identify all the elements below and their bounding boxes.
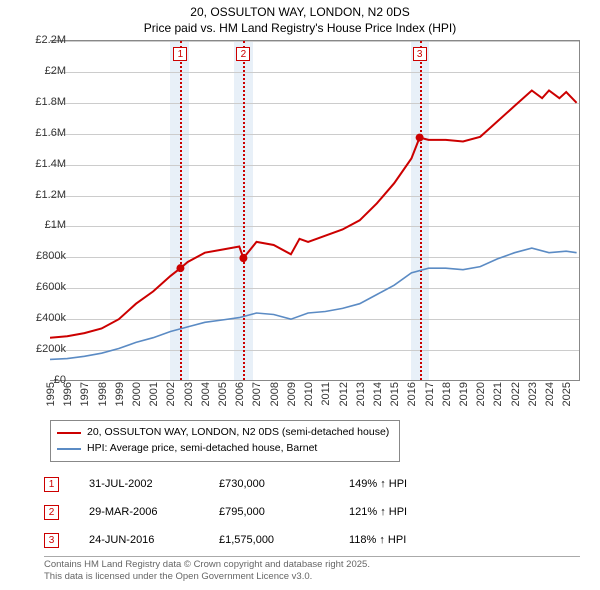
- transaction-date: 31-JUL-2002: [89, 478, 219, 490]
- transaction-row: 2 29-MAR-2006£795,000121% ↑ HPI: [44, 498, 459, 526]
- transaction-hpi: 149% ↑ HPI: [349, 478, 459, 490]
- title-line2: Price paid vs. HM Land Registry's House …: [0, 20, 600, 36]
- x-tick-label: 2017: [424, 382, 436, 406]
- x-tick-label: 2002: [165, 382, 177, 406]
- footer: Contains HM Land Registry data © Crown c…: [44, 556, 580, 583]
- footer-line2: This data is licensed under the Open Gov…: [44, 571, 580, 583]
- transaction-price: £795,000: [219, 506, 349, 518]
- x-tick-label: 2020: [475, 382, 487, 406]
- x-tick-label: 2015: [389, 382, 401, 406]
- y-tick-label: £800k: [36, 250, 66, 262]
- transactions-table: 1 31-JUL-2002£730,000149% ↑ HPI 2 29-MAR-20…: [44, 470, 459, 554]
- x-tick-label: 1995: [45, 382, 57, 406]
- x-tick-label: 2003: [183, 382, 195, 406]
- series-marker: [239, 254, 247, 262]
- series-marker: [416, 134, 424, 142]
- y-tick-label: £400k: [36, 312, 66, 324]
- y-tick-label: £600k: [36, 281, 66, 293]
- transaction-hpi: 118% ↑ HPI: [349, 534, 459, 546]
- x-tick-label: 2000: [131, 382, 143, 406]
- legend: 20, OSSULTON WAY, LONDON, N2 0DS (semi-d…: [50, 420, 400, 462]
- series-svg: [50, 41, 580, 381]
- x-tick-label: 2022: [510, 382, 522, 406]
- x-tick-label: 2007: [251, 382, 263, 406]
- transaction-row: 3 24-JUN-2016£1,575,000118% ↑ HPI: [44, 526, 459, 554]
- transaction-marker: 3: [44, 533, 59, 548]
- plot-area: 123: [50, 40, 580, 380]
- legend-label: 20, OSSULTON WAY, LONDON, N2 0DS (semi-d…: [87, 425, 389, 441]
- x-tick-label: 1996: [62, 382, 74, 406]
- y-tick-label: £2M: [45, 65, 66, 77]
- title-line1: 20, OSSULTON WAY, LONDON, N2 0DS: [0, 4, 600, 20]
- y-tick-label: £1.4M: [35, 158, 66, 170]
- y-tick-label: £1.2M: [35, 189, 66, 201]
- series-addr: [50, 91, 577, 338]
- legend-swatch: [57, 432, 81, 434]
- x-tick-label: 2006: [234, 382, 246, 406]
- x-tick-label: 2013: [355, 382, 367, 406]
- transaction-marker: 2: [44, 505, 59, 520]
- y-tick-label: £200k: [36, 343, 66, 355]
- transaction-marker: 1: [44, 477, 59, 492]
- x-tick-label: 2018: [441, 382, 453, 406]
- x-tick-label: 2004: [200, 382, 212, 406]
- x-tick-label: 2016: [406, 382, 418, 406]
- x-tick-label: 2001: [148, 382, 160, 406]
- x-tick-label: 2005: [217, 382, 229, 406]
- legend-row: HPI: Average price, semi-detached house,…: [57, 441, 389, 457]
- x-tick-label: 2012: [338, 382, 350, 406]
- chart-container: 20, OSSULTON WAY, LONDON, N2 0DS Price p…: [0, 0, 600, 590]
- transaction-row: 1 31-JUL-2002£730,000149% ↑ HPI: [44, 470, 459, 498]
- x-tick-label: 1999: [114, 382, 126, 406]
- legend-row: 20, OSSULTON WAY, LONDON, N2 0DS (semi-d…: [57, 425, 389, 441]
- series-marker: [176, 264, 184, 272]
- x-tick-label: 2024: [544, 382, 556, 406]
- x-tick-label: 2009: [286, 382, 298, 406]
- title-block: 20, OSSULTON WAY, LONDON, N2 0DS Price p…: [0, 0, 600, 38]
- x-tick-label: 1998: [97, 382, 109, 406]
- transaction-price: £1,575,000: [219, 534, 349, 546]
- x-tick-label: 2010: [303, 382, 315, 406]
- y-tick-label: £1M: [45, 219, 66, 231]
- x-tick-label: 2023: [527, 382, 539, 406]
- x-tick-label: 1997: [79, 382, 91, 406]
- legend-label: HPI: Average price, semi-detached house,…: [87, 441, 317, 457]
- x-tick-label: 2011: [320, 382, 332, 406]
- x-tick-label: 2021: [492, 382, 504, 406]
- x-tick-label: 2025: [561, 382, 573, 406]
- transaction-date: 29-MAR-2006: [89, 506, 219, 518]
- legend-swatch: [57, 448, 81, 450]
- y-tick-label: £1.6M: [35, 127, 66, 139]
- transaction-price: £730,000: [219, 478, 349, 490]
- y-tick-label: £1.8M: [35, 96, 66, 108]
- x-tick-label: 2014: [372, 382, 384, 406]
- x-tick-label: 2019: [458, 382, 470, 406]
- transaction-date: 24-JUN-2016: [89, 534, 219, 546]
- series-hpi: [50, 248, 577, 359]
- x-tick-label: 2008: [269, 382, 281, 406]
- transaction-hpi: 121% ↑ HPI: [349, 506, 459, 518]
- y-tick-label: £2.2M: [35, 34, 66, 46]
- footer-line1: Contains HM Land Registry data © Crown c…: [44, 559, 580, 571]
